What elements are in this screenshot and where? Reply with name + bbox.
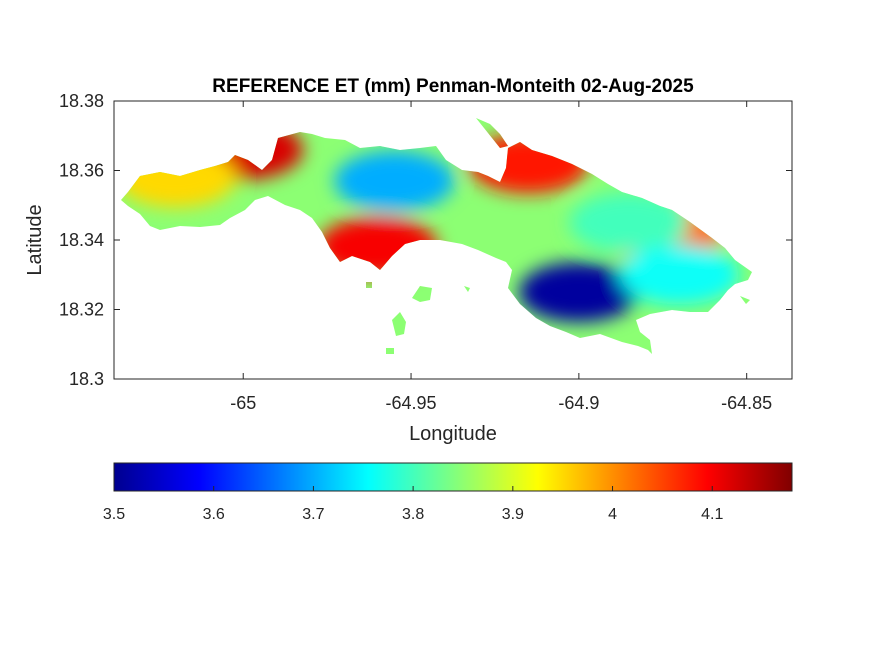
heatmap-region [569,192,690,253]
x-axis: -65 -64.95 -64.9 -64.85 [230,101,772,413]
heatmap-region [334,150,455,211]
y-tick-label: 18.3 [69,369,104,389]
colorbar-tick-label: 3.9 [502,506,524,523]
x-axis-label: Longitude [409,423,497,445]
x-tick-label: -64.85 [721,393,772,413]
y-axis-label: Latitude [24,204,46,275]
y-tick-label: 18.36 [59,161,104,181]
y-tick-label: 18.34 [59,230,104,250]
chart-title: REFERENCE ET (mm) Penman-Monteith 02-Aug… [212,76,694,97]
x-tick-label: -64.95 [386,393,437,413]
y-tick-label: 18.32 [59,300,104,320]
colorbar-ticks: 3.5 3.6 3.7 3.8 3.9 4 4.1 [103,486,723,523]
colorbar-tick-label: 4.1 [701,506,723,523]
colorbar-tick-label: 3.8 [402,506,424,523]
y-tick-label: 18.38 [59,91,104,111]
heatmap-region [518,262,639,323]
x-tick-label: -65 [230,393,256,413]
colorbar-tick-label: 3.7 [302,506,324,523]
colorbar-tick-label: 3.5 [103,506,125,523]
heatmap-region [619,244,740,305]
x-tick-label: -64.9 [558,393,599,413]
colorbar-tick-label: 3.6 [203,506,225,523]
colorbar-tick-label: 4 [608,506,617,523]
colorbar [113,462,793,492]
y-axis: 18.3 18.32 18.34 18.36 18.38 [59,91,792,389]
